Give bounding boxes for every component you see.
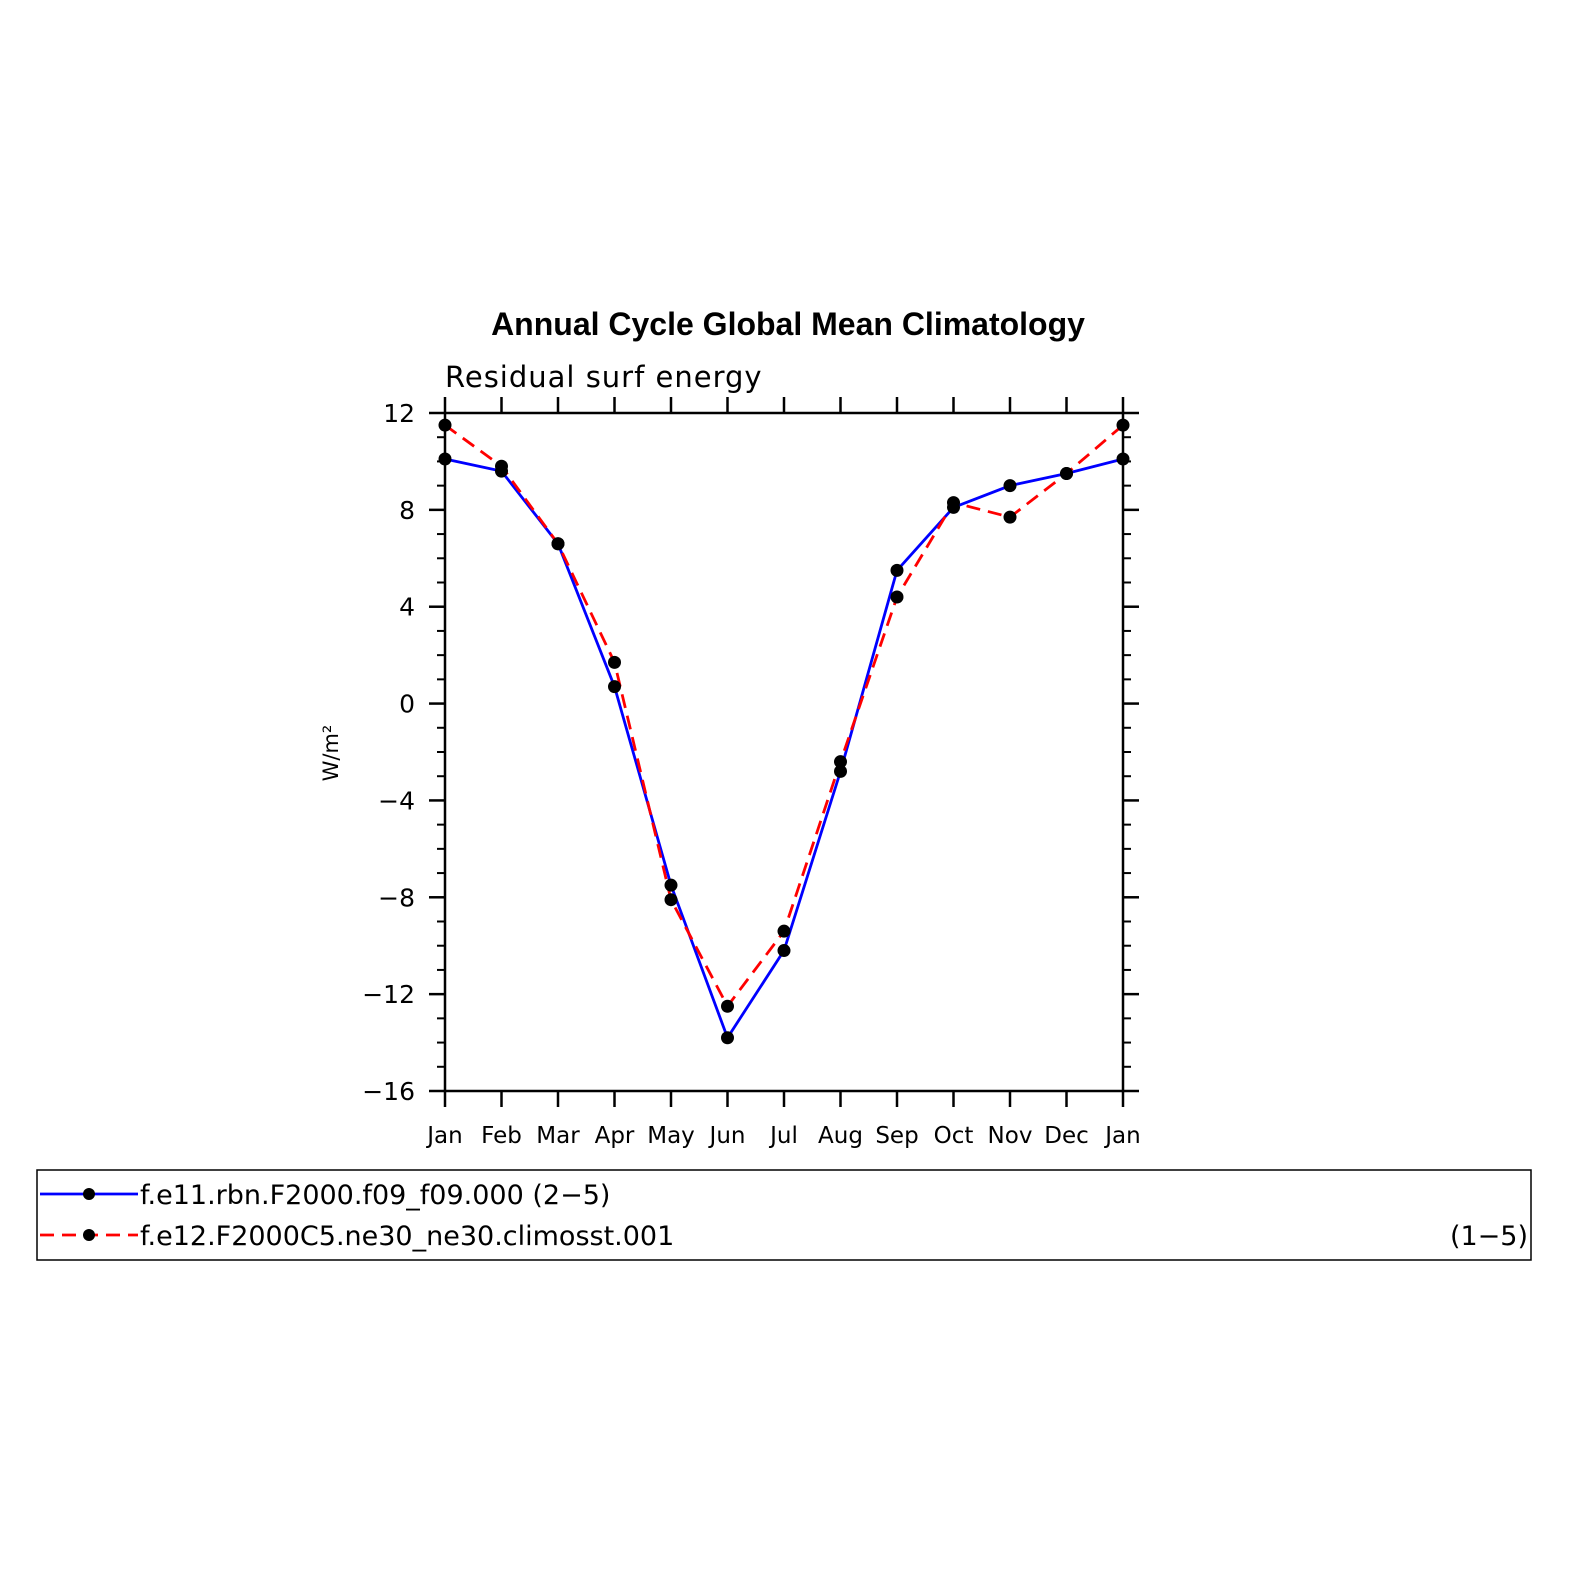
legend-suffix-2: (1−5) <box>1450 1221 1528 1252</box>
series-2-point <box>1060 467 1073 481</box>
series-1-point <box>721 1031 734 1045</box>
series-1-point <box>890 563 904 577</box>
series-2-point <box>664 893 678 907</box>
y-tick-label: 0 <box>399 690 415 719</box>
series-1-point <box>777 944 791 958</box>
x-tick-label: Apr <box>595 1123 635 1149</box>
x-tick-label: Aug <box>818 1123 863 1149</box>
y-tick-label: −8 <box>378 883 415 912</box>
legend-label-1: f.e11.rbn.F2000.f09_f09.000 (2−5) <box>140 1180 610 1211</box>
y-tick-label: 4 <box>399 593 415 622</box>
y-tick-label: −4 <box>378 786 415 815</box>
plot-frame <box>443 411 1125 1093</box>
series-1-point <box>438 452 452 466</box>
series-1-point <box>608 680 621 694</box>
series-1-point <box>1003 479 1017 493</box>
x-tick-label: Oct <box>934 1123 974 1149</box>
series-2-point <box>551 537 565 551</box>
series-1-point <box>834 764 847 778</box>
x-tick-label: Mar <box>536 1123 580 1149</box>
series-line-2 <box>444 423 1124 1009</box>
chart-subtitle: Residual surf energy <box>445 360 763 394</box>
y-tick-label: 8 <box>399 496 415 525</box>
series-2-point <box>1116 418 1130 432</box>
x-tick-label: May <box>647 1123 695 1149</box>
series-2-point <box>1003 510 1017 524</box>
legend-marker-2 <box>83 1229 95 1241</box>
series-2-point <box>721 999 734 1013</box>
series-1-point <box>664 878 678 892</box>
x-tick-label: Feb <box>481 1123 522 1149</box>
plot-area: Jan Feb Mar Apr May Jun Jul Aug Sep Oct Nov Dec Jan 1… <box>362 397 1141 1149</box>
y-tick-label: 12 <box>383 399 415 428</box>
series-2-point <box>834 755 847 769</box>
y-tick-label: −12 <box>362 980 415 1009</box>
y-tick-label: −16 <box>362 1077 415 1106</box>
x-tick-label: Dec <box>1044 1123 1089 1149</box>
series-1-point <box>1116 452 1130 466</box>
x-tick-label: Nov <box>988 1123 1033 1149</box>
legend-marker-1 <box>83 1188 95 1200</box>
series-2-point <box>438 418 452 432</box>
series-2-point <box>890 590 904 604</box>
series-2-point <box>947 496 960 510</box>
x-tick-label: Jun <box>708 1123 746 1149</box>
legend-box <box>36 1169 1532 1261</box>
legend-label-2: f.e12.F2000C5.ne30_ne30.climosst.001 <box>140 1221 674 1252</box>
x-tick-label: Jan <box>1103 1123 1140 1149</box>
x-tick-label: Jul <box>768 1123 798 1149</box>
legend: f.e11.rbn.F2000.f09_f09.000 (2−5) f.e12.F… <box>36 1169 1532 1261</box>
series-2-point <box>608 655 621 669</box>
x-tick-label: Jan <box>425 1123 462 1149</box>
x-tick-label: Sep <box>875 1123 918 1149</box>
series-2-point <box>777 924 791 938</box>
series-2-point <box>495 459 508 473</box>
y-axis-label: W/m² <box>319 725 343 782</box>
chart-title: Annual Cycle Global Mean Climatology <box>491 306 1085 342</box>
